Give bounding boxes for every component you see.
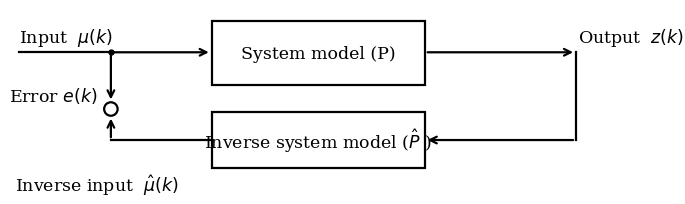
Text: Input  $\mu(k)$: Input $\mu(k)$ — [19, 27, 112, 49]
Circle shape — [104, 103, 118, 116]
Bar — [212, 112, 425, 169]
Text: Inverse input  $\hat{\mu}(k)$: Inverse input $\hat{\mu}(k)$ — [15, 172, 178, 197]
Text: Output  $z(k)$: Output $z(k)$ — [577, 27, 684, 49]
Bar — [212, 22, 425, 86]
Text: System model (P): System model (P) — [241, 45, 395, 62]
Text: Inverse system model ($\hat{P}$ ): Inverse system model ($\hat{P}$ ) — [204, 126, 432, 154]
Text: Error $e(k)$: Error $e(k)$ — [9, 85, 97, 105]
